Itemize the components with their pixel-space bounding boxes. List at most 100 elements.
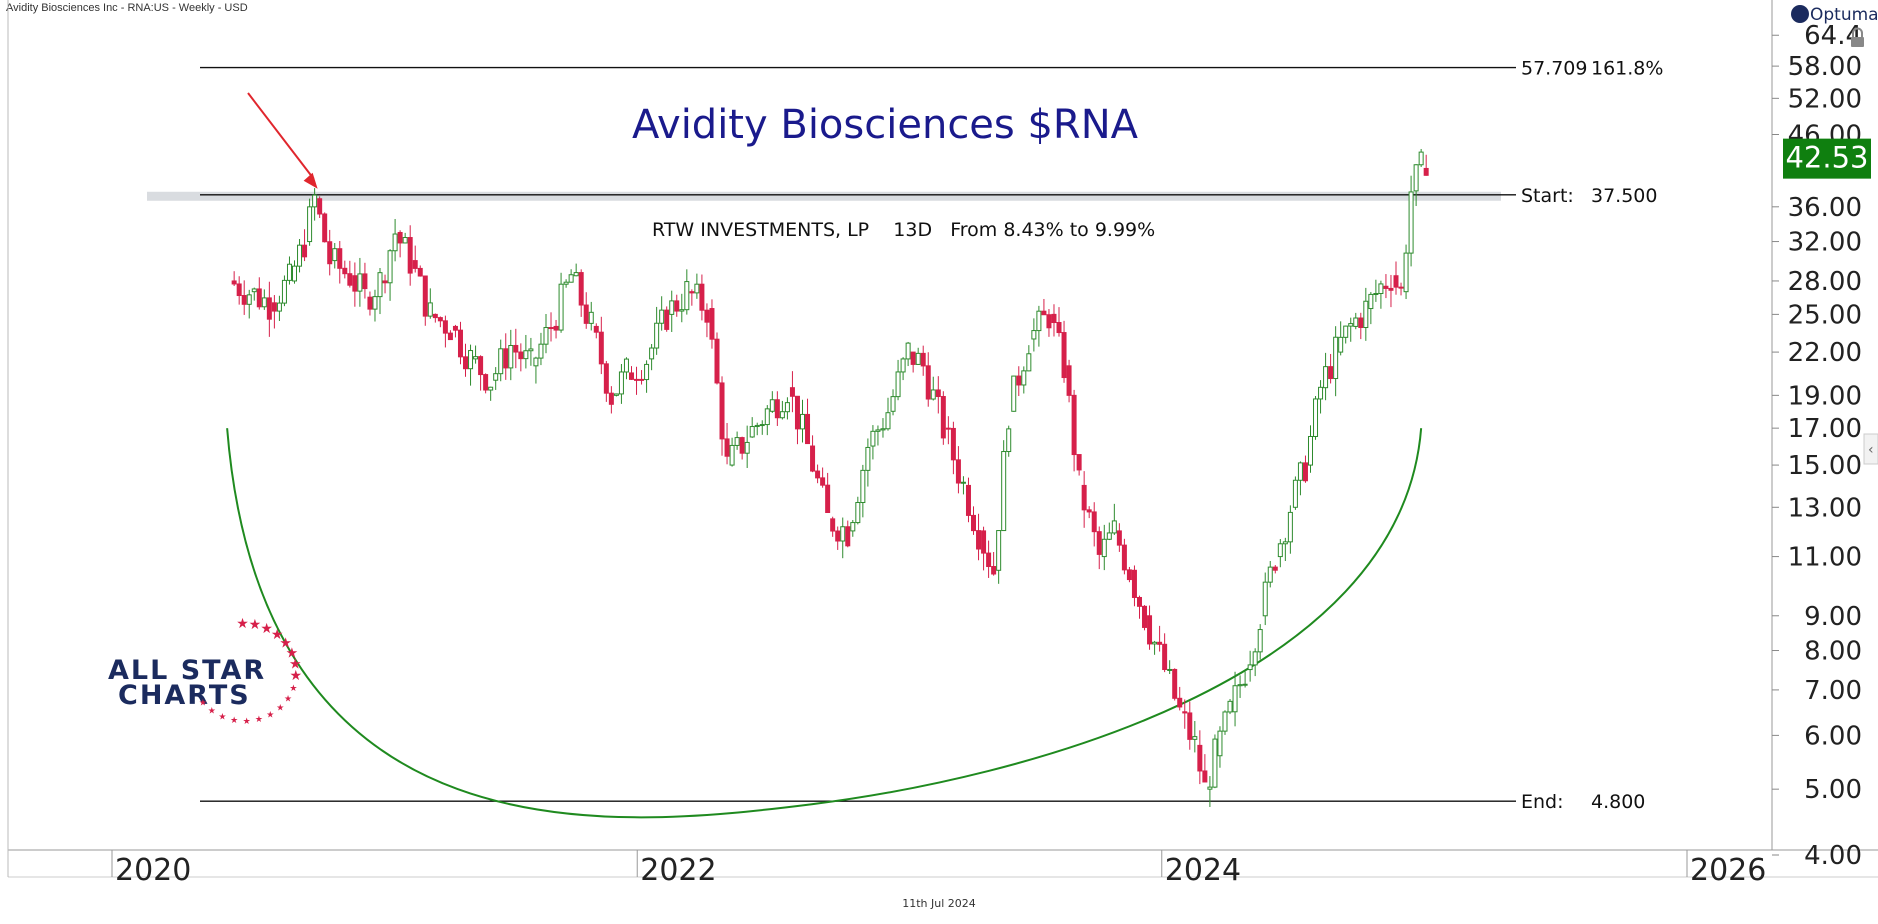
candle-body (1338, 336, 1344, 353)
candle-body (1036, 310, 1042, 332)
x-tick-label: 2022 (640, 853, 716, 888)
red-arrow (247, 92, 318, 189)
y-tick-label: 9.00 (1804, 602, 1862, 632)
candle-body (352, 275, 358, 292)
candle-body (880, 428, 886, 431)
candle-body (684, 281, 690, 311)
candle-body (1252, 651, 1258, 666)
logo-line2: CHARTS (118, 680, 251, 711)
candle-body (981, 530, 987, 554)
candle-body (1091, 511, 1097, 533)
candle-body (694, 283, 700, 294)
resistance-zone (147, 191, 1501, 201)
candle-body (1101, 538, 1107, 558)
candle-body (1333, 336, 1339, 380)
candle-body (347, 273, 353, 286)
candle-body (835, 530, 841, 542)
candle-body (1051, 313, 1057, 324)
candle-body (1167, 668, 1173, 671)
candle-body (1207, 786, 1213, 790)
candle-body (548, 327, 554, 330)
candle-body (407, 237, 413, 274)
candle-body (538, 343, 544, 359)
candle-body (709, 308, 715, 340)
candle-body (1313, 398, 1319, 437)
candle-body (1363, 300, 1369, 329)
candle-body (302, 244, 308, 258)
candle-body (1046, 314, 1052, 329)
candle-body (955, 459, 961, 484)
logo-star-icon: ★ (289, 684, 297, 694)
collapse-panel-icon[interactable]: ‹ (1863, 433, 1878, 465)
rounding-bottom-arc (226, 428, 1423, 819)
candle-body (739, 437, 745, 454)
candle-body (639, 378, 645, 381)
candle-body (1247, 664, 1253, 671)
candle-body (1378, 283, 1384, 295)
candle-body (1197, 744, 1203, 772)
candle-body (1353, 317, 1359, 327)
logo-star-icon: ★ (286, 645, 299, 661)
candle-body (322, 213, 328, 243)
candle-body (543, 327, 549, 345)
candle-body (875, 429, 881, 432)
candle-body (402, 237, 408, 244)
candle-body (925, 365, 931, 400)
candle-body (236, 283, 242, 297)
candle-body (1232, 685, 1238, 713)
svg-text:‹: ‹ (1868, 442, 1874, 458)
candle-body (664, 309, 670, 330)
logo-line1: ALL STAR (108, 655, 266, 686)
candle-body (1056, 322, 1062, 334)
logo-star-icon: ★ (255, 715, 263, 725)
candle-body (337, 248, 343, 269)
candle-body (1162, 643, 1168, 671)
candle-body (1147, 615, 1153, 645)
candle-body (1302, 462, 1308, 482)
level-value: 37.500 (1591, 185, 1657, 207)
logo-star-icon: ★ (249, 617, 262, 633)
candle-body (1383, 285, 1389, 289)
candle-body (1026, 353, 1032, 372)
y-tick-label: 11.00 (1788, 543, 1862, 573)
x-tick-label: 2020 (115, 853, 191, 888)
candle-body (1076, 454, 1082, 471)
candle-body (855, 502, 861, 524)
candle-body (649, 347, 655, 360)
candle-body (241, 295, 247, 305)
y-tick-label: 28.00 (1788, 267, 1862, 297)
candle-body (754, 424, 760, 428)
candle-body (820, 477, 826, 486)
instrument-header: Avidity Biosciences Inc - RNA:US - Weekl… (6, 2, 248, 14)
candle-body (996, 530, 1002, 571)
candle-body (1041, 310, 1047, 316)
candle-body (488, 386, 494, 391)
candle-body (1006, 428, 1012, 453)
candle-body (1358, 317, 1364, 329)
candle-body (774, 399, 780, 419)
candle-body (890, 396, 896, 412)
candle-body (457, 329, 463, 358)
candle-body (714, 338, 720, 384)
y-tick-label: 32.00 (1788, 228, 1862, 258)
candle-body (1021, 370, 1027, 386)
candle-body (417, 267, 423, 277)
candle-body (654, 322, 660, 349)
lock-icon[interactable] (1851, 27, 1864, 48)
y-tick-label: 25.00 (1788, 300, 1862, 330)
y-tick-label: 13.00 (1788, 493, 1862, 523)
candle-body (1388, 287, 1394, 291)
candle-body (523, 350, 529, 360)
candle-body (870, 430, 876, 447)
candle-body (744, 441, 750, 454)
candle-body (945, 427, 951, 430)
candle-body (1071, 394, 1077, 456)
candle-body (231, 280, 237, 285)
candle-body (392, 233, 398, 252)
candle-body (427, 302, 433, 317)
logo-star-icon: ★ (266, 710, 274, 720)
candle-body (1172, 668, 1178, 699)
candle-body (910, 351, 916, 365)
candle-body (558, 283, 564, 331)
candle-body (704, 309, 710, 323)
